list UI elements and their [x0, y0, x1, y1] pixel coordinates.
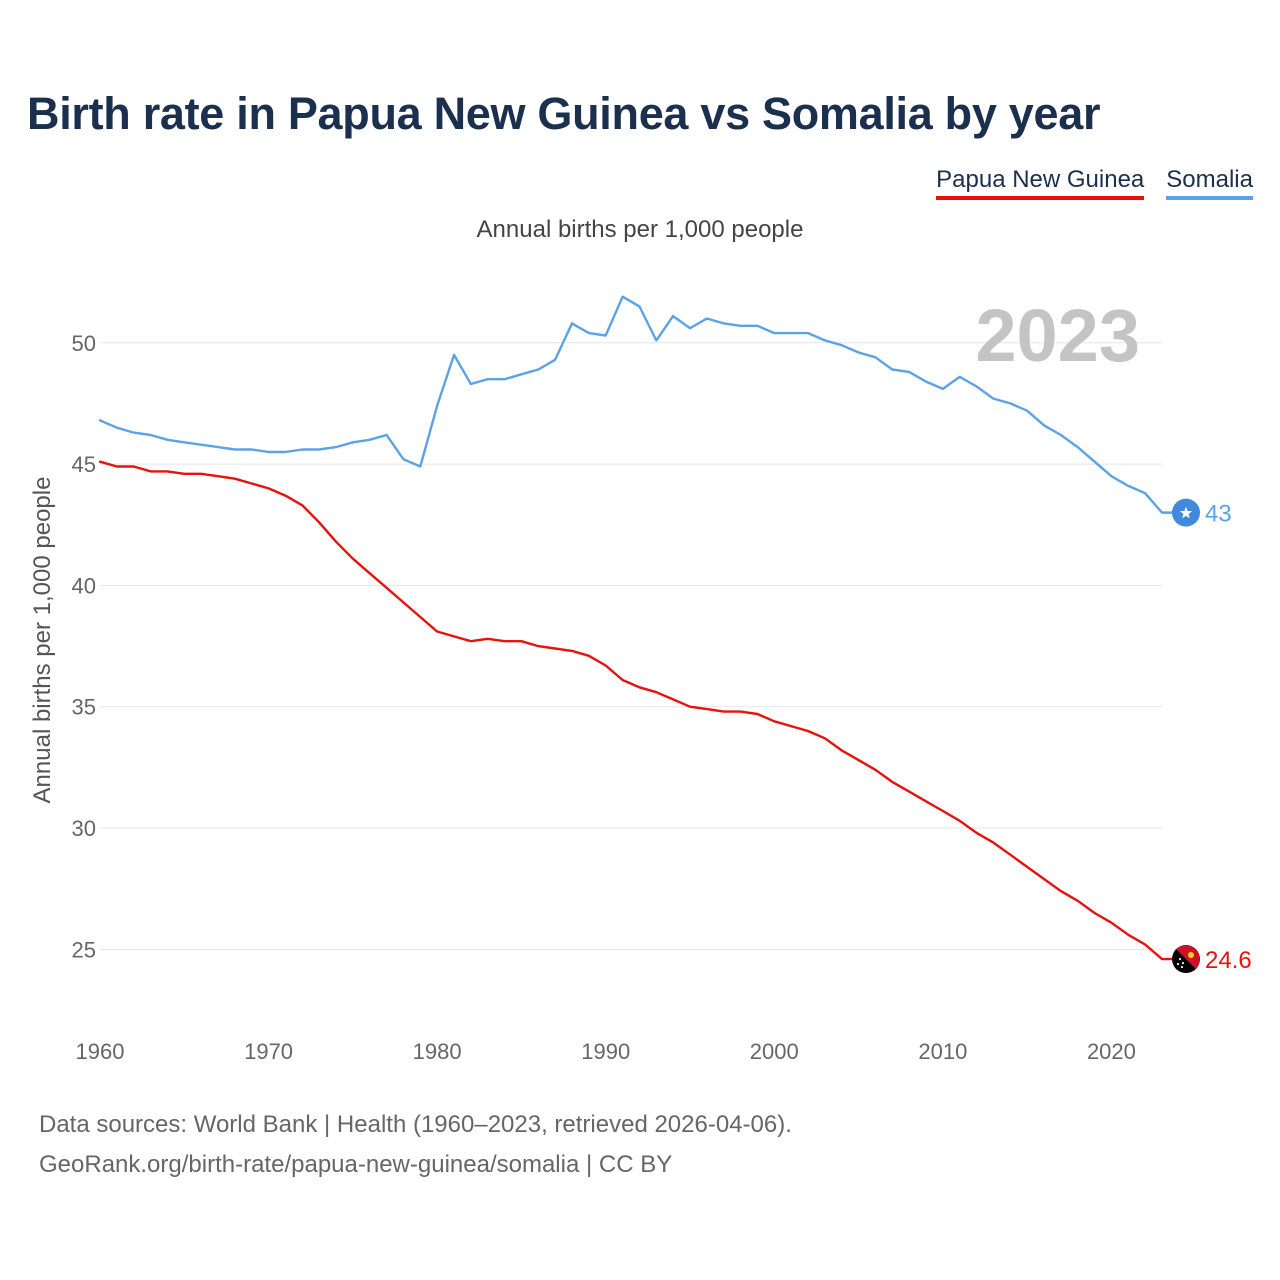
- papua-new-guinea-flag-red-half: [1176, 945, 1200, 969]
- y-tick-label-50: 50: [72, 331, 96, 356]
- chart-title: Birth rate in Papua New Guinea vs Somali…: [27, 88, 1101, 139]
- papua-new-guinea-flag-star-1: [1178, 957, 1182, 961]
- x-tick-label-1960: 1960: [76, 1039, 125, 1064]
- y-tick-label-45: 45: [72, 452, 96, 477]
- y-tick-label-40: 40: [72, 573, 96, 598]
- legend: Papua New Guinea Somalia: [936, 166, 1253, 200]
- y-tick-label-25: 25: [72, 937, 96, 962]
- source-line-2[interactable]: GeoRank.org/birth-rate/papua-new-guinea/…: [39, 1151, 673, 1178]
- x-tick-label-1990: 1990: [581, 1039, 630, 1064]
- source-line-1: Data sources: World Bank | Health (1960–…: [39, 1111, 792, 1138]
- source-note: Data sources: World Bank | Health (1960–…: [39, 1105, 792, 1185]
- x-tick-label-1970: 1970: [244, 1039, 293, 1064]
- papua-new-guinea-flag-star-4: [1180, 965, 1184, 969]
- series-line-somalia: [98, 295, 1164, 514]
- somalia-end-value: 43: [1205, 501, 1232, 528]
- y-tick-label-35: 35: [72, 695, 96, 720]
- y-axis-label: Annual births per 1,000 people: [29, 477, 56, 804]
- y-tick-label-30: 30: [72, 816, 96, 841]
- year-label: 2023: [975, 294, 1140, 377]
- x-tick-label-2010: 2010: [918, 1039, 967, 1064]
- x-tick-label-2020: 2020: [1087, 1039, 1136, 1064]
- legend-item-papua-new-guinea[interactable]: Papua New Guinea: [936, 166, 1145, 200]
- x-tick-label-2000: 2000: [750, 1039, 799, 1064]
- legend-item-somalia[interactable]: Somalia: [1166, 166, 1253, 200]
- chart-subtitle: Annual births per 1,000 people: [476, 216, 804, 243]
- papua-new-guinea-flag-bird-icon: [1188, 952, 1194, 959]
- papua-new-guinea-flag-star-2: [1181, 961, 1185, 965]
- png-end-value: 24.6: [1205, 947, 1252, 974]
- x-tick-label-1980: 1980: [413, 1039, 462, 1064]
- series-line-papua-new-guinea: [98, 460, 1164, 961]
- somalia-flag-star-icon: [1179, 506, 1193, 519]
- papua-new-guinea-flag-star-3: [1176, 962, 1180, 966]
